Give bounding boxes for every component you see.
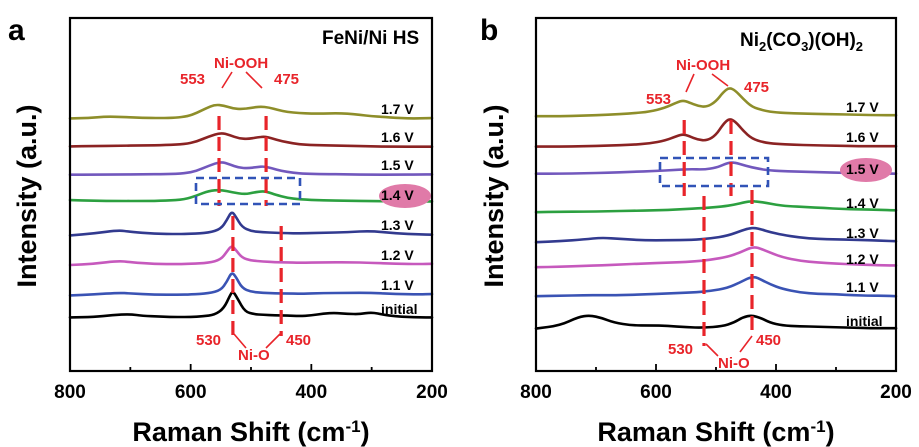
series-line-a-1_2-V xyxy=(68,245,434,267)
series-line-a-1_7-V xyxy=(68,103,434,120)
highlight-ellipse-b xyxy=(840,158,892,182)
series-line-b-1_3-V xyxy=(534,226,898,244)
series-line-a-1_1-V xyxy=(68,272,434,297)
series-line-b-initial xyxy=(534,314,898,330)
series-line-a-1_3-V xyxy=(68,211,434,237)
panel-a-letter: a xyxy=(8,14,25,47)
panel-a-xlabel: Raman Shift (cm-1) xyxy=(132,417,369,447)
arrow-ooh-right-a xyxy=(245,71,263,89)
highlight-ellipse-a xyxy=(379,184,431,208)
panel-a: a FeNi/Ni HS initial 1.1 V 1.2 V 1.3 V 1.4 V… xyxy=(8,14,448,447)
series-label-b-1_6-V: 1.6 V xyxy=(846,129,879,145)
panel-a-title: FeNi/Ni HS xyxy=(322,28,419,49)
x-tick-label-b-200: 200 xyxy=(880,382,912,403)
series-label-b-1_5-V: 1.5 V xyxy=(846,161,879,177)
panel-b-title: Ni2(CO3)(OH)2 xyxy=(740,30,863,54)
anno-530-a: 530 xyxy=(196,332,221,349)
series-line-b-1_4-V xyxy=(534,199,898,214)
series-label-b-initial: initial xyxy=(846,313,883,329)
dashed-box-b xyxy=(658,156,770,188)
panel-b-letter: b xyxy=(480,14,498,47)
anno-ni-ooh-a: Ni-OOH xyxy=(214,55,268,72)
anno-ni-o-b: Ni-O xyxy=(718,355,750,372)
series-label-a-initial: initial xyxy=(381,301,418,317)
panel-a-series xyxy=(68,103,434,319)
panel-b-ylabel: Intensity (a.u.) xyxy=(479,104,509,287)
anno-553-b: 553 xyxy=(646,91,671,108)
panel-b-voltage-labels: initial 1.1 V 1.2 V 1.3 V 1.4 V 1.5 V 1.6 V 1.7… xyxy=(846,99,883,329)
panel-b-series xyxy=(534,87,898,330)
series-line-a-1_6-V xyxy=(68,132,434,148)
series-label-a-1_5-V: 1.5 V xyxy=(381,157,414,173)
arrow-no-right-a xyxy=(265,333,281,349)
anno-475-a: 475 xyxy=(274,71,299,88)
series-line-a-initial xyxy=(68,291,434,319)
series-label-a-1_6-V: 1.6 V xyxy=(381,129,414,145)
series-line-b-1_2-V xyxy=(534,246,898,269)
arrow-no-right-b xyxy=(739,335,753,353)
anno-ni-ooh-b: Ni-OOH xyxy=(676,57,730,74)
series-label-b-1_4-V: 1.4 V xyxy=(846,195,879,211)
series-label-a-1_3-V: 1.3 V xyxy=(381,217,414,233)
series-line-b-1_6-V xyxy=(534,118,898,148)
panel-b-x-ticks: 800 600 400 200 xyxy=(520,364,912,403)
series-label-a-1_7-V: 1.7 V xyxy=(381,101,414,117)
panel-a-ylabel: Intensity (a.u.) xyxy=(12,104,42,287)
series-label-a-1_2-V: 1.2 V xyxy=(381,247,414,263)
panel-a-markers xyxy=(217,116,283,336)
arrow-ooh-left-a xyxy=(221,71,233,89)
anno-553-a: 553 xyxy=(180,71,205,88)
x-tick-label-a-600: 600 xyxy=(175,382,207,403)
x-tick-label-b-800: 800 xyxy=(520,382,552,403)
x-tick-label-a-800: 800 xyxy=(54,382,86,403)
series-label-b-1_7-V: 1.7 V xyxy=(846,99,879,115)
anno-530-b: 530 xyxy=(668,341,693,358)
series-label-b-1_2-V: 1.2 V xyxy=(846,251,879,267)
anno-ni-o-a: Ni-O xyxy=(238,347,270,364)
panel-b-markers xyxy=(682,120,754,346)
series-line-b-1_7-V xyxy=(534,87,898,118)
series-line-b-1_1-V xyxy=(534,275,898,298)
series-label-a-1_1-V: 1.1 V xyxy=(381,277,414,293)
x-tick-label-a-400: 400 xyxy=(295,382,327,403)
panel-a-x-ticks: 800 600 400 200 xyxy=(54,364,448,403)
panel-b: b Ni2(CO3)(OH)2 initial 1.1 V 1.2 V 1.3 V 1.… xyxy=(479,14,912,447)
anno-450-b: 450 xyxy=(756,332,781,349)
dashed-box-a xyxy=(194,176,302,206)
x-tick-label-a-200: 200 xyxy=(416,382,448,403)
x-tick-label-b-400: 400 xyxy=(760,382,792,403)
series-line-a-1_5-V xyxy=(68,161,434,176)
arrow-no-left-b xyxy=(705,343,719,357)
anno-475-b: 475 xyxy=(744,79,769,96)
series-label-a-1_4-V: 1.4 V xyxy=(381,187,414,203)
arrow-ooh-left-b xyxy=(685,73,695,93)
anno-450-a: 450 xyxy=(286,332,311,349)
series-label-b-1_3-V: 1.3 V xyxy=(846,225,879,241)
series-label-b-1_1-V: 1.1 V xyxy=(846,279,879,295)
series-line-a-1_4-V xyxy=(68,188,434,203)
x-tick-label-b-600: 600 xyxy=(640,382,672,403)
arrow-no-left-a xyxy=(233,333,247,349)
panel-a-voltage-labels: initial 1.1 V 1.2 V 1.3 V 1.4 V 1.5 V 1.6 V 1.7… xyxy=(381,101,418,317)
panel-b-xlabel: Raman Shift (cm-1) xyxy=(597,417,834,447)
series-line-b-1_5-V xyxy=(534,161,898,175)
arrow-ooh-right-b xyxy=(711,73,729,87)
